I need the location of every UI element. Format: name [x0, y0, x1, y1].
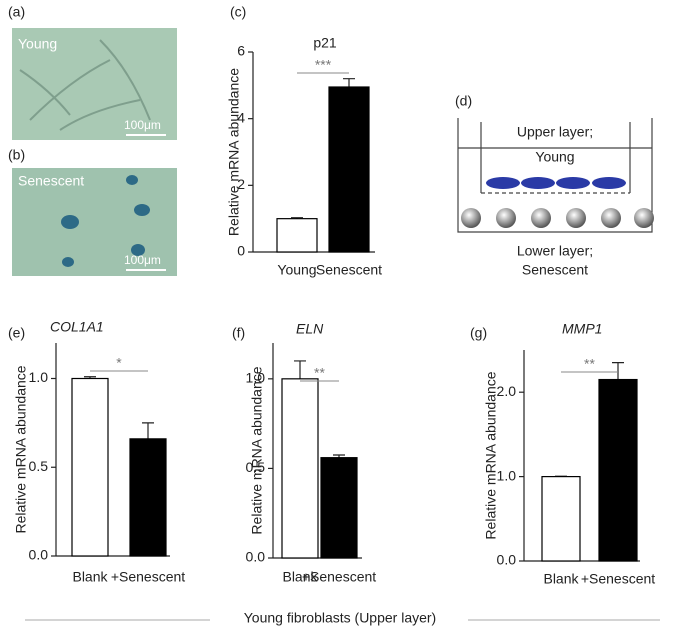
x-tick-label: Blank [543, 571, 579, 587]
y-tick-label: 1.0 [29, 369, 49, 385]
significance-label: * [116, 355, 122, 371]
scale-label: 100μm [124, 118, 161, 132]
panel-label: (e) [8, 325, 25, 341]
y-tick-label: 2.0 [497, 383, 517, 399]
x-tick-label: Senescent [316, 262, 382, 278]
micrograph [12, 168, 177, 276]
y-axis-label: Relative mRNA abundance [249, 366, 265, 534]
young-cells [486, 177, 626, 189]
y-tick-label: 4 [237, 109, 245, 125]
stained-cells [61, 175, 150, 267]
y-tick-label: 0.5 [246, 459, 266, 475]
x-tick-label: +Senescent [581, 571, 655, 587]
error-bar [294, 360, 306, 379]
chart-title: ELN [296, 321, 324, 337]
y-axis-label: Relative mRNA abundance [226, 68, 242, 236]
bar [129, 438, 167, 557]
bar [328, 86, 370, 253]
image-caption: Senescent [18, 173, 84, 189]
y-axis-label: Relative mRNA abundance [483, 371, 499, 539]
cells [19, 39, 151, 131]
panel-label: (f) [232, 325, 245, 341]
image-caption: Young [18, 36, 57, 52]
bar [281, 378, 319, 559]
y-tick-label: 1.0 [246, 370, 266, 386]
y-tick-label: 0.0 [246, 549, 266, 565]
y-axis-label: Relative mRNA abundance [13, 365, 29, 533]
diagram-label: Senescent [522, 262, 588, 278]
senescent-cells [461, 208, 654, 228]
error-bar [142, 422, 154, 439]
panel-label: (c) [230, 4, 246, 20]
error-bar [343, 78, 355, 87]
scale-label: 100μm [124, 253, 161, 267]
bar [320, 457, 358, 559]
panel-label: (g) [470, 325, 487, 341]
significance-label: ** [584, 356, 595, 372]
y-tick-label: 0.0 [497, 552, 517, 568]
bar [598, 378, 638, 562]
y-tick-label: 6 [237, 43, 245, 59]
chart-title: COL1A1 [50, 319, 104, 335]
y-tick-label: 2 [237, 176, 245, 192]
y-tick-label: 1.0 [497, 467, 517, 483]
x-tick-label: +Senescent [111, 569, 185, 585]
x-tick-label: +Senescent [302, 569, 376, 585]
diagram-label: Young [535, 149, 574, 165]
bar [276, 218, 318, 253]
chart-title: MMP1 [562, 321, 602, 337]
well [457, 118, 653, 233]
significance-label: *** [315, 57, 332, 73]
x-tick-label: Blank [282, 569, 318, 585]
diagram-label: Upper layer; [517, 124, 593, 140]
bar [71, 377, 109, 557]
x-tick-label: Blank [72, 569, 108, 585]
significance-label: ** [314, 365, 325, 381]
x-tick-label: Young [277, 262, 316, 278]
chart-title: p21 [313, 35, 337, 51]
panel-label: (b) [8, 147, 25, 163]
error-bar [612, 362, 624, 380]
y-tick-label: 0 [237, 243, 245, 259]
bar [541, 476, 581, 562]
y-tick-label: 0.5 [29, 458, 49, 474]
footer-text: Young fibroblasts (Upper layer) [244, 610, 436, 626]
y-tick-label: 0.0 [29, 547, 49, 563]
panel-label: (a) [8, 4, 25, 20]
panel-label: (d) [455, 93, 472, 109]
diagram-label: Lower layer; [517, 243, 593, 259]
